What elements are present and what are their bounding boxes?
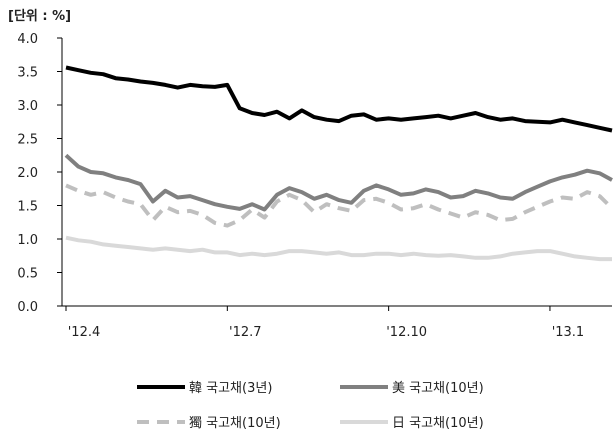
y-tick-label: 2.0 (17, 166, 38, 181)
unit-label: [단위 : %] (8, 8, 71, 24)
series-lines (64, 65, 614, 262)
x-tick-label: '13.1 (552, 325, 585, 340)
series-line (65, 183, 614, 228)
y-tick-label: 2.5 (17, 133, 38, 148)
y-tick-label: 1.5 (17, 200, 38, 215)
y-tick-label: 0.5 (17, 267, 38, 282)
legend-label: 獨 국고채(10년) (189, 416, 281, 431)
y-tick-label: 3.5 (17, 66, 38, 81)
legend-label: 美 국고채(10년) (392, 381, 484, 396)
legend-label: 日 국고채(10년) (392, 416, 484, 431)
y-tick-label: 4.0 (17, 32, 38, 47)
series-line (64, 153, 613, 212)
y-tick-label: 0.0 (17, 300, 38, 315)
x-tick-label: '12.4 (68, 325, 101, 340)
legend: 韓 국고채(3년) 美 국고채(10년) 獨 국고채(10년) 日 국고채(10년) (137, 381, 484, 431)
x-tick-label: '12.7 (229, 325, 262, 340)
series-line (65, 235, 612, 262)
legend-label: 韓 국고채(3년) (189, 381, 272, 396)
axes: 0.0 0.5 1.0 1.5 2.0 2.5 3.0 3.5 4.0 '12.4 '12.7 '12… (17, 32, 612, 340)
y-tick-label: 3.0 (17, 99, 38, 114)
series-line (65, 65, 613, 133)
x-tick-label: '12.10 (386, 325, 427, 340)
y-tick-label: 1.0 (17, 233, 38, 248)
